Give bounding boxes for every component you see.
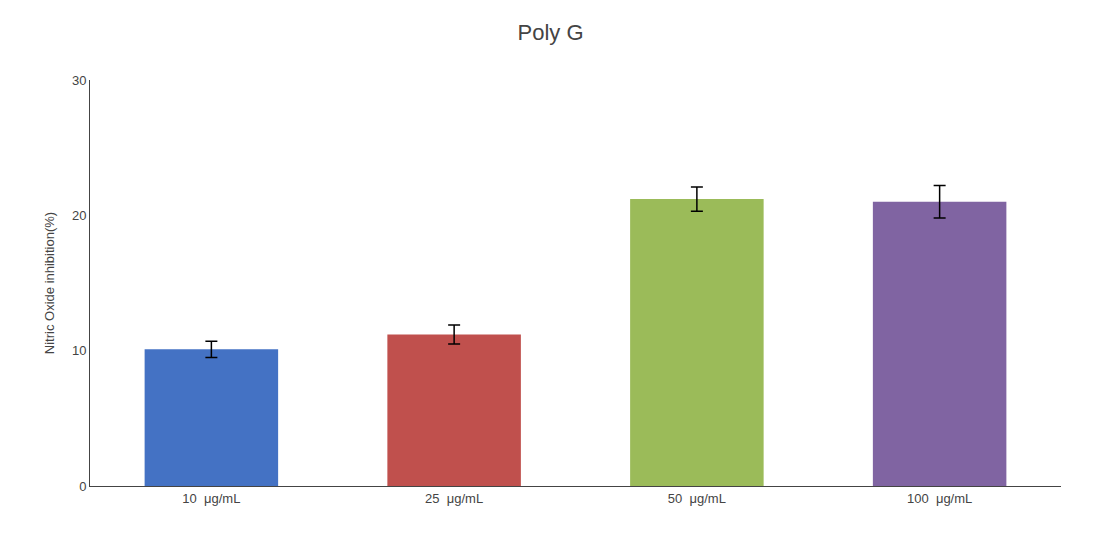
svg-text:50 μg/mL: 50 μg/mL xyxy=(668,491,726,506)
svg-text:Nitric Oxide inhibition(%): Nitric Oxide inhibition(%) xyxy=(42,212,57,354)
svg-text:0: 0 xyxy=(79,479,86,494)
svg-text:10 μg/mL: 10 μg/mL xyxy=(182,491,240,506)
svg-text:Poly G: Poly G xyxy=(517,20,583,45)
svg-text:30: 30 xyxy=(72,73,86,88)
svg-text:20: 20 xyxy=(72,208,86,223)
svg-text:25 μg/mL: 25 μg/mL xyxy=(425,491,483,506)
svg-text:100 μg/mL: 100 μg/mL xyxy=(907,491,972,506)
svg-text:10: 10 xyxy=(72,343,86,358)
